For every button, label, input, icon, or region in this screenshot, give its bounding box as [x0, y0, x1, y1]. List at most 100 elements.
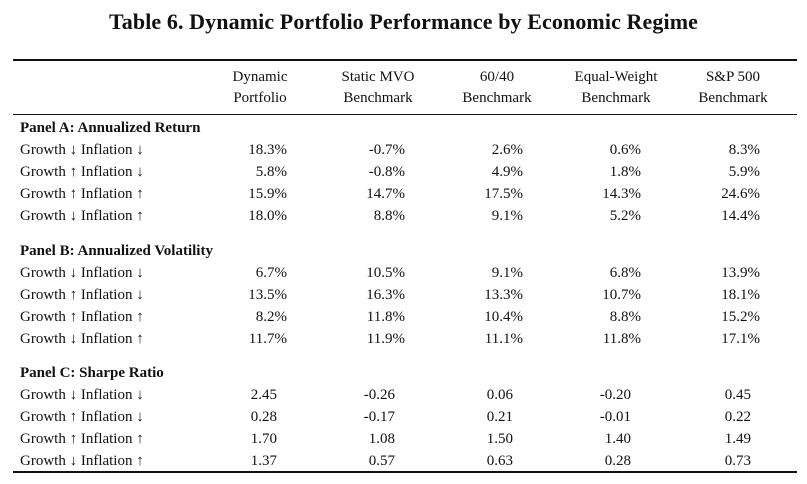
cell-sp500: 0.73 [724, 453, 751, 469]
cell-sp500: 15.2% [721, 309, 760, 325]
cell-dynamic-portfolio: 5.8% [255, 164, 287, 180]
cell-60-40: 11.1% [484, 331, 523, 347]
cell-60-40: 17.5% [484, 186, 523, 202]
column-header-line1: S&P 500 [705, 69, 761, 85]
column-header-60-40: 60/40 Benchmark [452, 67, 542, 109]
column-header-line2: Benchmark [698, 90, 768, 106]
table-row: Growth ↑ Inflation ↑ 15.9% 14.7% 17.5% 1… [0, 183, 807, 205]
cell-equal-weight: 11.8% [602, 331, 641, 347]
cell-60-40: 4.9% [491, 164, 523, 180]
cell-static-mvo: 11.8% [366, 309, 405, 325]
cell-static-mvo: -0.26 [363, 387, 395, 403]
table-row: Growth ↑ Inflation ↓ 13.5% 16.3% 13.3% 1… [0, 284, 807, 306]
cell-60-40: 0.06 [486, 387, 513, 403]
row-label: Growth ↓ Inflation ↓ [20, 142, 144, 158]
cell-static-mvo: -0.8% [368, 164, 405, 180]
cell-static-mvo: -0.17 [363, 409, 395, 425]
cell-60-40: 10.4% [484, 309, 523, 325]
cell-sp500: 17.1% [721, 331, 760, 347]
cell-dynamic-portfolio: 18.0% [248, 208, 287, 224]
cell-dynamic-portfolio: 0.28 [250, 409, 277, 425]
column-header-line1: Equal-Weight [574, 69, 658, 85]
cell-dynamic-portfolio: 11.7% [248, 331, 287, 347]
table-row: Growth ↓ Inflation ↑ 18.0% 8.8% 9.1% 5.2… [0, 205, 807, 227]
column-header-static-mvo: Static MVO Benchmark [328, 67, 428, 109]
cell-dynamic-portfolio: 13.5% [248, 287, 287, 303]
cell-dynamic-portfolio: 1.37 [250, 453, 277, 469]
row-label: Growth ↑ Inflation ↑ [20, 431, 144, 447]
cell-equal-weight: 0.6% [609, 142, 641, 158]
row-label: Growth ↑ Inflation ↑ [20, 186, 144, 202]
header-rule [13, 114, 797, 115]
cell-sp500: 1.49 [724, 431, 751, 447]
cell-dynamic-portfolio: 18.3% [248, 142, 287, 158]
cell-sp500: 24.6% [721, 186, 760, 202]
row-label: Growth ↑ Inflation ↓ [20, 164, 144, 180]
column-header-line1: Static MVO [341, 69, 415, 85]
table-row: Growth ↑ Inflation ↓ 0.28 -0.17 0.21 -0.… [0, 406, 807, 428]
table-row: Growth ↑ Inflation ↑ 8.2% 11.8% 10.4% 8.… [0, 306, 807, 328]
cell-sp500: 0.45 [724, 387, 751, 403]
row-label: Growth ↓ Inflation ↓ [20, 387, 144, 403]
table-row: Growth ↓ Inflation ↓ 18.3% -0.7% 2.6% 0.… [0, 139, 807, 161]
table-row: Growth ↑ Inflation ↓ 5.8% -0.8% 4.9% 1.8… [0, 161, 807, 183]
cell-equal-weight: 5.2% [609, 208, 641, 224]
row-label: Growth ↑ Inflation ↓ [20, 409, 144, 425]
cell-static-mvo: 8.8% [373, 208, 405, 224]
row-label: Growth ↓ Inflation ↑ [20, 453, 144, 469]
cell-equal-weight: 0.28 [604, 453, 631, 469]
column-header-dynamic-portfolio: Dynamic Portfolio [218, 67, 302, 109]
table-row: Growth ↓ Inflation ↓ 2.45 -0.26 0.06 -0.… [0, 384, 807, 406]
cell-sp500: 8.3% [728, 142, 760, 158]
cell-sp500: 13.9% [721, 265, 760, 281]
column-header-line1: Dynamic [232, 69, 288, 85]
row-label: Growth ↑ Inflation ↑ [20, 309, 144, 325]
column-header-line2: Benchmark [343, 90, 413, 106]
bottom-rule [13, 471, 797, 473]
cell-sp500: 14.4% [721, 208, 760, 224]
cell-60-40: 2.6% [491, 142, 523, 158]
cell-static-mvo: 0.57 [368, 453, 395, 469]
cell-60-40: 9.1% [491, 208, 523, 224]
cell-static-mvo: 11.9% [366, 331, 405, 347]
column-header-line1: 60/40 [479, 69, 515, 85]
cell-equal-weight: -0.01 [599, 409, 631, 425]
cell-static-mvo: 1.08 [368, 431, 395, 447]
cell-dynamic-portfolio: 2.45 [250, 387, 277, 403]
column-header-line2: Benchmark [581, 90, 651, 106]
top-rule [13, 59, 797, 61]
table-row: Growth ↓ Inflation ↑ 1.37 0.57 0.63 0.28… [0, 450, 807, 472]
column-header-line2: Portfolio [233, 90, 287, 106]
cell-dynamic-portfolio: 8.2% [255, 309, 287, 325]
cell-dynamic-portfolio: 6.7% [255, 265, 287, 281]
cell-static-mvo: -0.7% [368, 142, 405, 158]
cell-sp500: 18.1% [721, 287, 760, 303]
column-header-sp500: S&P 500 Benchmark [688, 67, 778, 109]
cell-static-mvo: 16.3% [366, 287, 405, 303]
table-title: Table 6. Dynamic Portfolio Performance b… [109, 9, 698, 34]
cell-60-40: 0.63 [486, 453, 513, 469]
row-label: Growth ↑ Inflation ↓ [20, 287, 144, 303]
cell-60-40: 1.50 [486, 431, 513, 447]
cell-equal-weight: 10.7% [602, 287, 641, 303]
panel-a-title: Panel A: Annualized Return [20, 120, 201, 136]
table-row: Growth ↓ Inflation ↑ 11.7% 11.9% 11.1% 1… [0, 328, 807, 350]
cell-sp500: 0.22 [724, 409, 751, 425]
cell-equal-weight: -0.20 [599, 387, 631, 403]
cell-60-40: 13.3% [484, 287, 523, 303]
table-row: Growth ↑ Inflation ↑ 1.70 1.08 1.50 1.40… [0, 428, 807, 450]
cell-equal-weight: 8.8% [609, 309, 641, 325]
cell-60-40: 9.1% [491, 265, 523, 281]
row-label: Growth ↓ Inflation ↓ [20, 265, 144, 281]
column-header-equal-weight: Equal-Weight Benchmark [564, 67, 668, 109]
cell-60-40: 0.21 [486, 409, 513, 425]
panel-c-title: Panel C: Sharpe Ratio [20, 365, 164, 381]
row-label: Growth ↓ Inflation ↑ [20, 208, 144, 224]
cell-equal-weight: 14.3% [602, 186, 641, 202]
cell-equal-weight: 1.8% [609, 164, 641, 180]
cell-static-mvo: 14.7% [366, 186, 405, 202]
cell-equal-weight: 6.8% [609, 265, 641, 281]
cell-sp500: 5.9% [728, 164, 760, 180]
table-row: Growth ↓ Inflation ↓ 6.7% 10.5% 9.1% 6.8… [0, 262, 807, 284]
row-label: Growth ↓ Inflation ↑ [20, 331, 144, 347]
